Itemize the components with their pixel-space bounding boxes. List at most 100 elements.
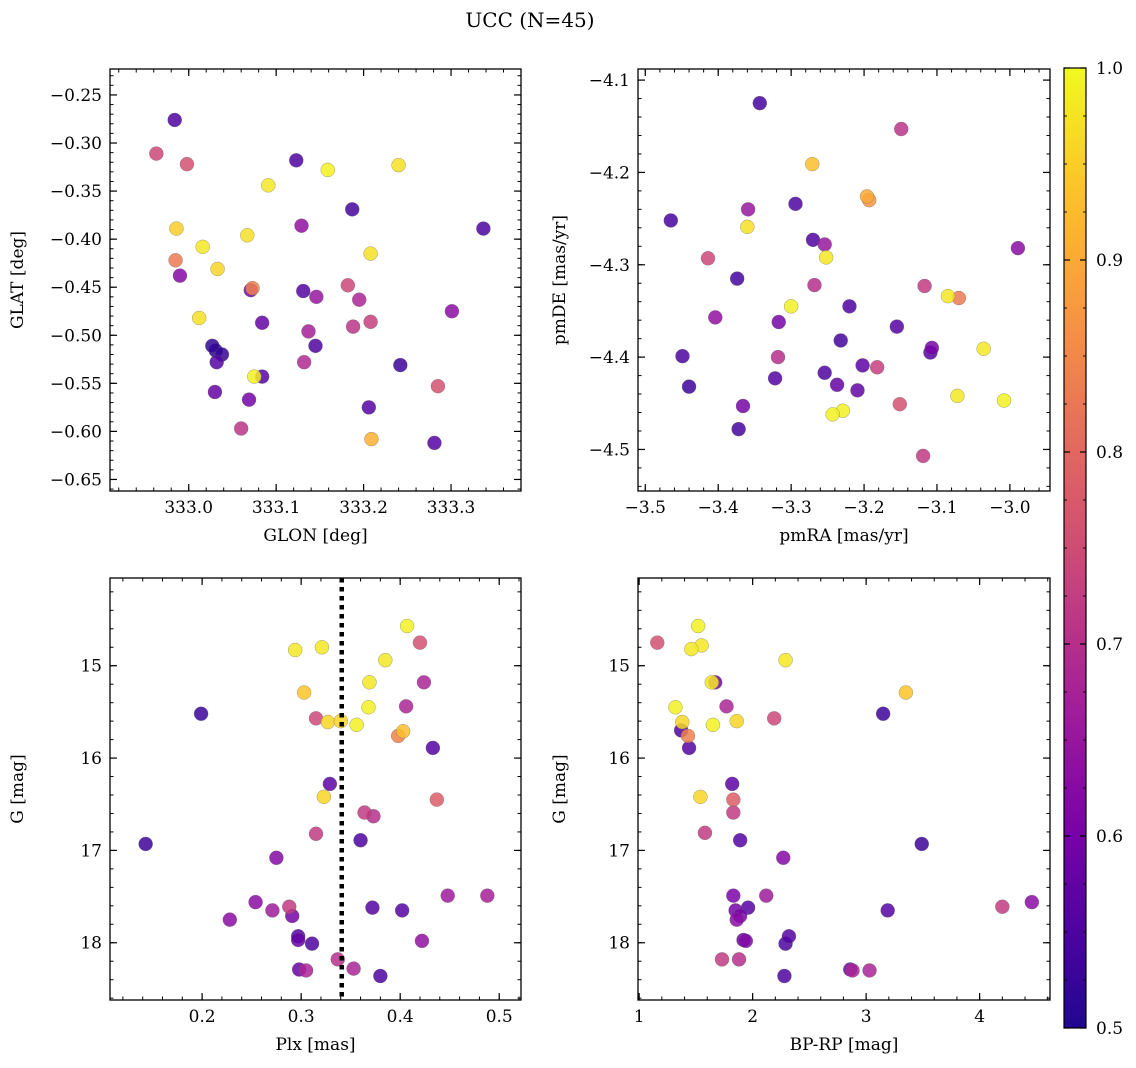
y-tick-label: 17 xyxy=(608,841,630,861)
scatter-point xyxy=(817,365,832,381)
x-axis-label: BP-RP [mag] xyxy=(790,1035,899,1055)
axes-frame xyxy=(109,577,522,1001)
scatter-point xyxy=(222,912,238,927)
scatter-point xyxy=(777,968,792,984)
scatter-point xyxy=(731,421,746,437)
colorbar-tick-label: 0.9 xyxy=(1096,251,1123,271)
scatter-point xyxy=(394,903,410,918)
scatter-point xyxy=(700,251,716,266)
y-tick-label: −4.5 xyxy=(589,440,630,460)
scatter-point xyxy=(205,338,220,354)
figure-title: UCC (N=45) xyxy=(465,8,594,32)
scatter-point xyxy=(296,283,311,299)
x-tick-label: 3 xyxy=(861,1007,872,1027)
scatter-point xyxy=(855,358,870,373)
scatter-point xyxy=(914,836,929,852)
axes-frame xyxy=(637,68,1051,492)
scatter-point xyxy=(169,221,184,236)
scatter-point xyxy=(207,384,223,400)
colorbar-tick-label: 0.7 xyxy=(1096,635,1123,655)
scatter-point xyxy=(880,903,895,918)
scatter-point xyxy=(261,178,276,193)
y-tick-label: 16 xyxy=(608,749,630,769)
scatter-point xyxy=(893,121,909,137)
x-tick-label: −3.2 xyxy=(843,498,884,518)
scatter-point xyxy=(898,685,914,700)
scatter-point xyxy=(316,789,332,805)
scatter-point xyxy=(693,789,708,805)
panel-plx-g: 0.2 0.3 0.4 0.5 15 16 17 18 Plx [mas] G [mag] xyxy=(8,577,522,1055)
scatter-point xyxy=(976,341,991,357)
scatter-point xyxy=(842,299,857,314)
scatter-point xyxy=(675,348,690,364)
scatter-point xyxy=(650,635,665,650)
scatter-point xyxy=(731,952,747,967)
scatter-point xyxy=(393,357,408,373)
scatter-point xyxy=(705,717,721,733)
scatter-point xyxy=(289,153,304,168)
scatter-point xyxy=(282,899,297,914)
scatter-point xyxy=(314,640,330,655)
scatter-point xyxy=(294,218,309,233)
scatter-point xyxy=(776,850,791,866)
scatter-point xyxy=(724,776,740,792)
scatter-point xyxy=(915,448,931,464)
scatter-point xyxy=(168,253,183,268)
scatter-point xyxy=(845,963,860,978)
scatter-point xyxy=(362,675,377,690)
x-axis-label: pmRA [mas/yr] xyxy=(779,526,908,546)
x-tick-label: −3.0 xyxy=(989,498,1030,518)
scatter-point xyxy=(416,675,432,690)
scatter-point xyxy=(440,888,455,903)
y-tick-label: −0.40 xyxy=(50,230,102,250)
scatter-point xyxy=(740,202,756,217)
scatter-point xyxy=(697,825,713,841)
scatter-point xyxy=(875,706,891,721)
scatter-point xyxy=(429,792,445,807)
scatter-point xyxy=(254,315,270,331)
y-axis-label: pmDE [mas/yr] xyxy=(550,215,570,345)
colorbar-tick-label: 0.5 xyxy=(1096,1019,1123,1039)
x-axis-label: Plx [mas] xyxy=(275,1035,355,1055)
scatter-point xyxy=(681,379,697,394)
scatter-point xyxy=(738,933,754,949)
x-tick-label: 0.4 xyxy=(387,1007,414,1027)
x-axis-label: GLON [deg] xyxy=(263,526,367,546)
colorbar-tick-label: 0.6 xyxy=(1096,827,1123,847)
scatter-point xyxy=(320,162,335,178)
scatter-point xyxy=(771,314,786,330)
scatter-point xyxy=(778,652,793,668)
scatter-point xyxy=(167,112,182,128)
scatter-point xyxy=(805,156,820,172)
y-tick-label: 16 xyxy=(80,749,102,769)
y-tick-label: 15 xyxy=(80,657,102,677)
y-tick-label: 18 xyxy=(80,934,102,954)
scatter-point xyxy=(412,635,428,650)
scatter-point xyxy=(690,618,706,634)
x-tick-label: 333.0 xyxy=(164,498,213,518)
scatter-point xyxy=(995,899,1010,914)
scatter-point xyxy=(940,288,956,304)
y-tick-label: −0.45 xyxy=(50,278,102,298)
y-axis-label: GLAT [deg] xyxy=(8,231,28,329)
scatter-point xyxy=(308,338,323,354)
scatter-point xyxy=(363,314,378,330)
scatter-point xyxy=(357,805,372,820)
scatter-point xyxy=(330,952,346,967)
x-tick-label: 333.3 xyxy=(427,498,476,518)
scatter-point xyxy=(361,400,377,415)
scatter-point xyxy=(247,369,262,384)
scatter-point xyxy=(480,888,495,903)
scatter-point xyxy=(726,792,741,807)
scatter-point xyxy=(427,435,442,451)
scatter-point xyxy=(364,431,379,447)
scatter-point xyxy=(1010,240,1026,256)
scatter-point xyxy=(193,706,209,721)
axes-frame xyxy=(109,68,522,492)
scatter-point xyxy=(766,711,782,726)
y-tick-label: −0.50 xyxy=(50,326,102,346)
scatter-point xyxy=(732,832,748,848)
scatter-point xyxy=(729,713,744,729)
scatter-point xyxy=(248,894,263,910)
